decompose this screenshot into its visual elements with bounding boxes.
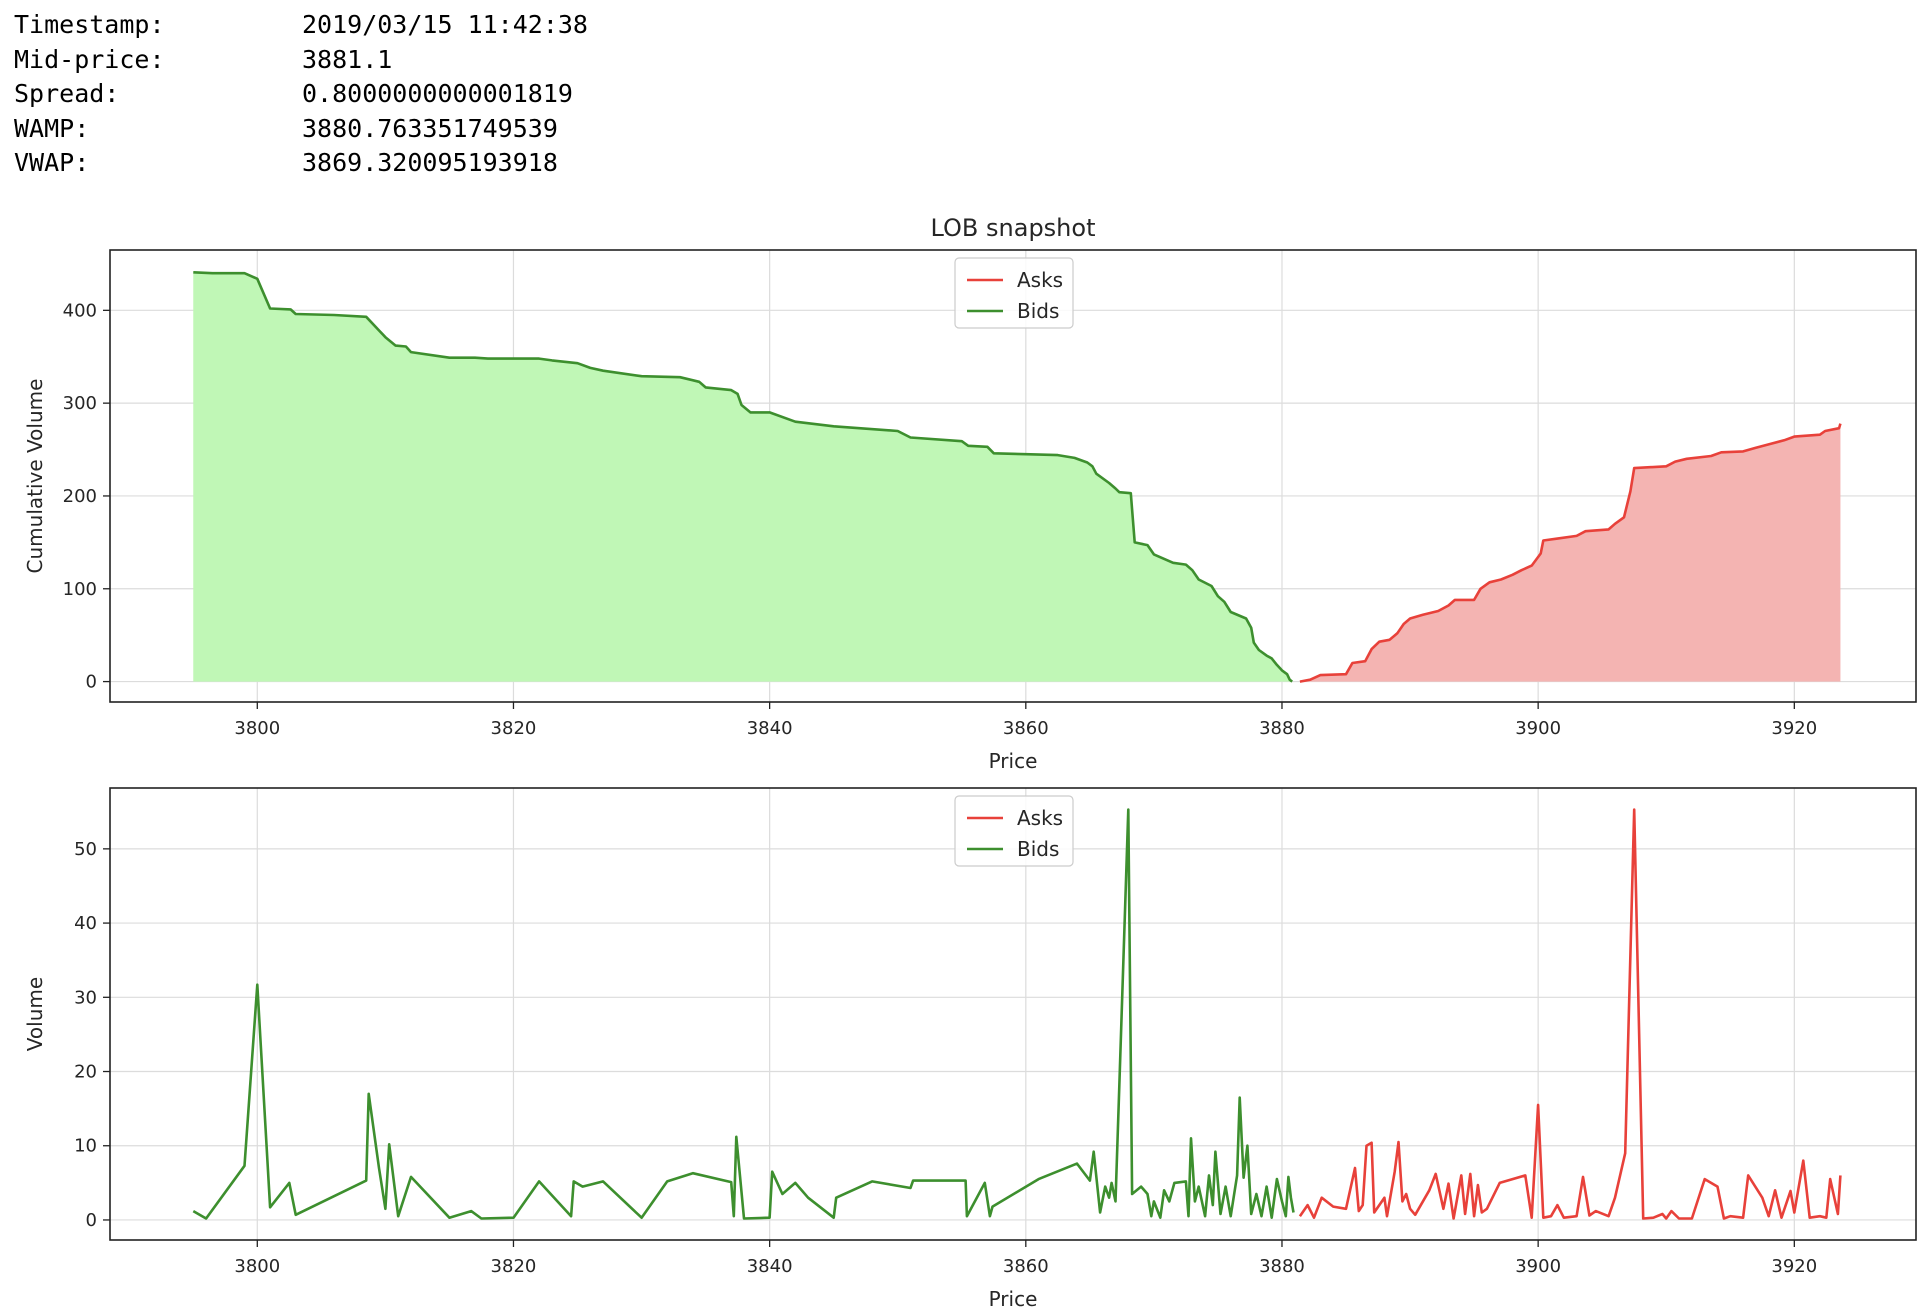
chart2-legend-label-asks: Asks [1017, 806, 1063, 830]
stat-row: VWAP: 3869.320095193918 [14, 146, 588, 181]
chart2-y-tick-label: 30 [74, 987, 97, 1008]
chart2-legend-label-bids: Bids [1017, 837, 1059, 861]
chart1-bids-area [193, 272, 1293, 682]
chart2-y-tick-label: 0 [86, 1210, 97, 1231]
chart1-x-axis-label: Price [989, 749, 1038, 773]
chart2-y-tick-label: 20 [74, 1062, 97, 1083]
stat-label: WAMP: [14, 113, 90, 143]
stat-row: Spread: 0.8000000000001819 [14, 77, 588, 112]
chart2-x-tick-label: 3820 [491, 1256, 537, 1277]
chart1-asks-area [1299, 423, 1841, 682]
stat-value: 2019/03/15 11:42:38 [302, 10, 588, 39]
chart1-x-tick-label: 3880 [1259, 718, 1305, 739]
chart1-x-tick-label: 3900 [1515, 718, 1561, 739]
chart1-x-tick-label: 3820 [491, 718, 537, 739]
stat-row: Mid-price: 3881.1 [14, 43, 588, 78]
chart1-y-tick-label: 0 [86, 672, 97, 693]
stat-row: Timestamp: 2019/03/15 11:42:38 [14, 8, 588, 43]
chart2-y-axis-label: Volume [23, 977, 47, 1051]
chart2-x-tick-label: 3920 [1771, 1256, 1817, 1277]
chart1-x-tick-label: 3860 [1003, 718, 1049, 739]
chart1-y-tick-label: 200 [63, 486, 97, 507]
chart1-y-tick-label: 300 [63, 393, 97, 414]
stat-label: VWAP: [14, 148, 90, 177]
chart1-x-tick-label: 3920 [1771, 718, 1817, 739]
chart2-x-tick-label: 3900 [1515, 1256, 1561, 1277]
chart2-x-tick-label: 3840 [747, 1256, 793, 1277]
lob-stats-panel: Timestamp: 2019/03/15 11:42:38 Mid-price: 3… [14, 8, 588, 181]
chart2-y-tick-label: 10 [74, 1136, 97, 1157]
stat-value: 3881.1 [302, 44, 393, 74]
chart2-x-axis-label: Price [989, 1287, 1038, 1311]
stat-value: 3880.763351749539 [302, 113, 558, 143]
stat-label: Mid-price: [14, 44, 165, 74]
chart1-y-tick-label: 100 [63, 579, 97, 600]
stat-label: Spread: [14, 79, 120, 108]
chart2-x-tick-label: 3800 [234, 1256, 280, 1277]
chart1-x-tick-label: 3800 [234, 718, 280, 739]
chart1-plot-frame [109, 249, 1917, 703]
chart1-legend-label-bids: Bids [1017, 299, 1059, 323]
chart1-y-axis-label: Cumulative Volume [23, 379, 47, 574]
stat-label: Timestamp: [14, 10, 165, 39]
chart1-title: LOB snapshot [931, 214, 1096, 242]
chart2-bids-line [192, 808, 1295, 1220]
chart1-x-tick-label: 3840 [747, 718, 793, 739]
chart2-x-tick-label: 3880 [1259, 1256, 1305, 1277]
chart1-legend-label-asks: Asks [1017, 268, 1063, 292]
stat-value: 3869.320095193918 [302, 148, 558, 177]
chart2-x-tick-label: 3860 [1003, 1256, 1049, 1277]
chart2-plot-frame [109, 787, 1917, 1241]
chart1-bids-line [193, 271, 1293, 683]
stat-value: 0.8000000000001819 [302, 79, 573, 108]
stat-row: WAMP: 3880.763351749539 [14, 112, 588, 147]
chart1-y-tick-label: 400 [63, 300, 97, 321]
chart2-asks-line [1298, 808, 1842, 1220]
chart2-y-tick-label: 50 [74, 839, 97, 860]
chart1-asks-line [1299, 423, 1842, 683]
chart2-y-tick-label: 40 [74, 913, 97, 934]
